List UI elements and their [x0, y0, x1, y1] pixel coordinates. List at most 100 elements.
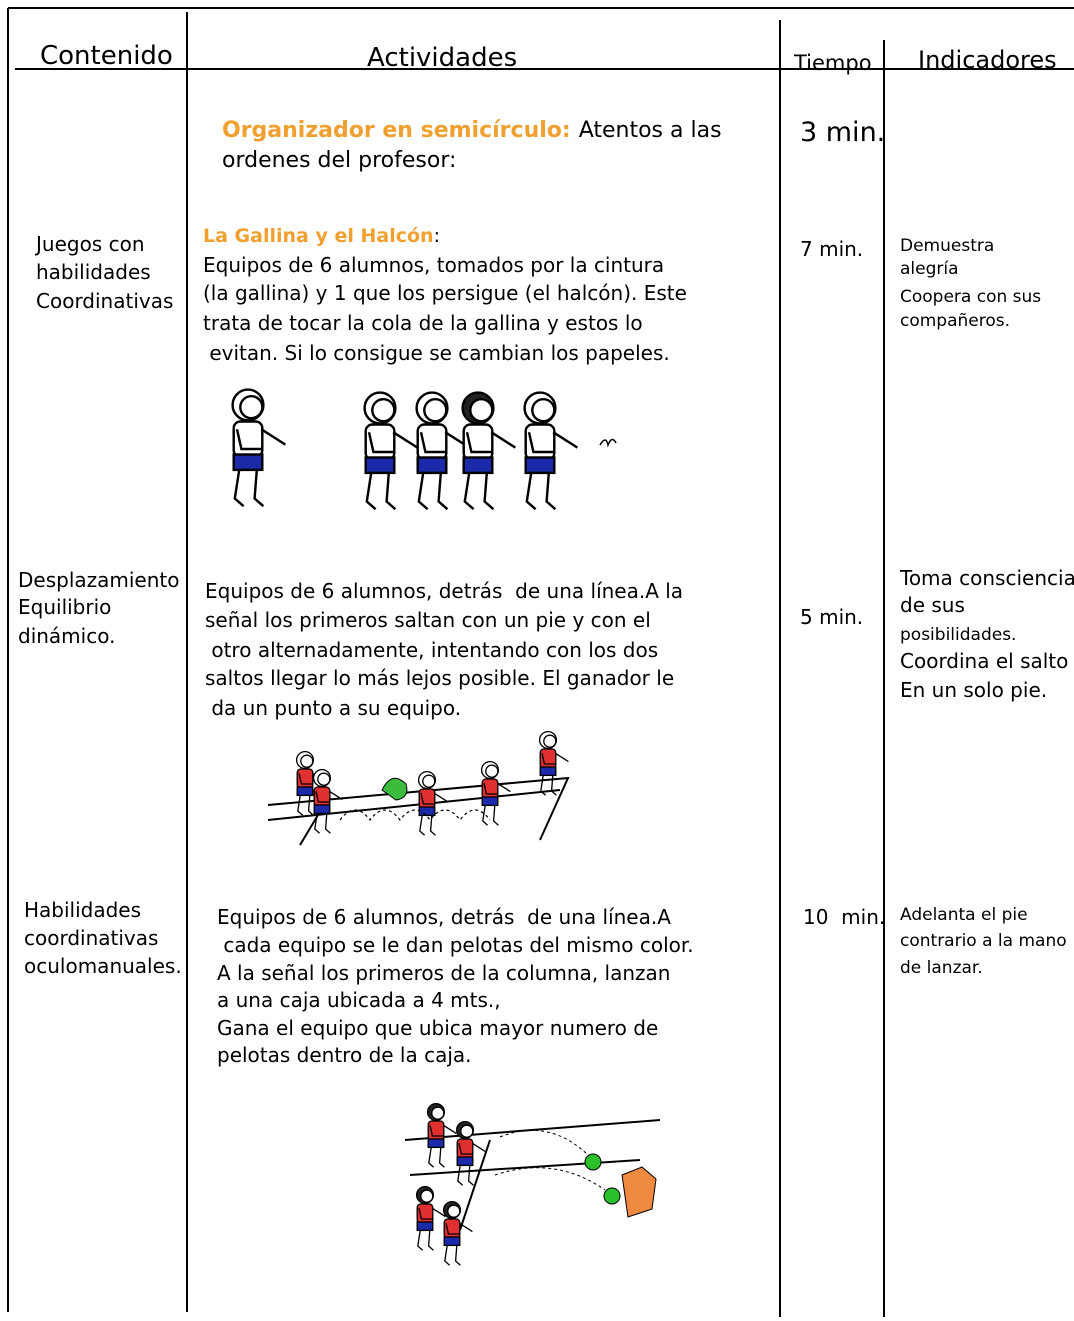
- legs: [428, 1147, 445, 1168]
- arms: [367, 431, 419, 454]
- activity-line: saltos llegar lo más lejos posible. El g…: [205, 666, 674, 690]
- legs: [365, 472, 397, 511]
- indicator-line: En un solo pie.: [900, 678, 1047, 702]
- jump-arcs: [339, 809, 491, 821]
- arms: [541, 752, 569, 765]
- indicator-line: Coordina el salto: [900, 649, 1068, 673]
- indicator-line: Coopera con sus: [900, 287, 1041, 307]
- figure: [295, 750, 326, 816]
- face: [239, 394, 264, 420]
- indicator-line: de lanzar.: [900, 958, 983, 978]
- figure: [442, 1200, 473, 1266]
- throw-arc: [494, 1129, 606, 1191]
- activity-line: (la gallina) y 1 que los persigue (el ha…: [203, 281, 687, 305]
- legs: [417, 472, 449, 511]
- ball: [584, 1153, 602, 1171]
- figure: [426, 1102, 457, 1168]
- activity-title: La Gallina y el Halcón:: [203, 225, 440, 247]
- face: [485, 764, 499, 778]
- line-drawing: [404, 1119, 661, 1231]
- indicator-line: Adelanta el pie: [900, 905, 1028, 925]
- activity-line: Equipos de 6 alumnos, detrás de una líne…: [205, 579, 683, 603]
- shorts: [481, 796, 499, 807]
- legs: [463, 472, 495, 511]
- intro-instruction: ordenes del profesor:: [222, 148, 456, 173]
- arms: [315, 790, 343, 803]
- face: [431, 1106, 445, 1120]
- activity-line: Gana el equipo que ubica mayor numero de: [217, 1016, 658, 1040]
- content-line: Coordinativas: [36, 289, 173, 313]
- arms: [465, 431, 517, 454]
- cap: [381, 777, 408, 801]
- arms: [420, 792, 448, 805]
- figure: [461, 391, 517, 511]
- figure: [312, 768, 343, 834]
- face: [317, 772, 331, 786]
- content-line: dinámico.: [18, 624, 115, 648]
- legs: [417, 1230, 434, 1251]
- activity-line: a una caja ubicada a 4 mts.,: [217, 988, 501, 1012]
- arms: [235, 428, 287, 451]
- legs: [444, 1245, 461, 1266]
- indicator-line: Toma consciencia: [899, 566, 1074, 590]
- content-line: Desplazamiento: [18, 568, 179, 592]
- content-line: Juegos con: [34, 232, 145, 256]
- indicator-line: posibilidades.: [900, 625, 1016, 645]
- ball: [603, 1187, 621, 1205]
- figure: [480, 760, 511, 826]
- indicator-line: Demuestra: [900, 236, 994, 256]
- shorts: [313, 804, 331, 815]
- activity-colon: :: [434, 225, 440, 247]
- figure: [415, 391, 471, 511]
- column-header: Tiempo: [793, 51, 872, 75]
- content-line: habilidades: [36, 260, 151, 284]
- shorts: [443, 1236, 461, 1247]
- arms: [458, 1142, 486, 1155]
- activity-line: evitan. Si lo consigue se cambian los pa…: [203, 341, 670, 365]
- face: [469, 397, 494, 423]
- shorts: [296, 786, 314, 797]
- figure: [363, 391, 419, 511]
- figure: [523, 391, 579, 511]
- activity-line: da un punto a su equipo.: [205, 696, 461, 720]
- legs: [419, 815, 436, 836]
- time: 5 min.: [800, 605, 863, 629]
- activity-line: A la señal los primeros de la columna, l…: [217, 961, 670, 985]
- figure: [455, 1120, 486, 1186]
- column-header: Indicadores: [918, 46, 1057, 74]
- indicator-line: contrario a la mano: [900, 931, 1067, 951]
- figure: [538, 730, 569, 796]
- shorts: [427, 1138, 445, 1149]
- time: 3 min.: [800, 117, 885, 148]
- time: 7 min.: [800, 237, 863, 261]
- content-line: Equilibrio: [18, 595, 111, 619]
- shorts: [416, 456, 448, 475]
- face: [371, 397, 396, 423]
- arms: [429, 1124, 457, 1137]
- activity-name: La Gallina y el Halcón: [203, 225, 434, 247]
- shorts: [364, 456, 396, 475]
- intro-text: Organizador en semicírculo: Atentos a las: [222, 118, 722, 143]
- activity-line: trata de tocar la cola de la gallina y e…: [203, 311, 643, 335]
- shorts: [524, 456, 556, 475]
- column-header: Contenido: [40, 41, 173, 71]
- figure: [231, 388, 287, 508]
- arms: [445, 1222, 473, 1235]
- legs: [233, 469, 265, 508]
- content-line: oculomanuales.: [24, 954, 182, 978]
- activity-line: señal los primeros saltan con un pie y c…: [205, 608, 651, 632]
- activity-line: Equipos de 6 alumnos, detrás de una líne…: [217, 905, 671, 929]
- indicator-line: alegría: [900, 259, 959, 279]
- indicator-line: de sus: [900, 593, 965, 617]
- time: 10 min.: [803, 905, 885, 929]
- column-header: Actividades: [367, 43, 517, 73]
- face: [531, 397, 556, 423]
- shorts: [416, 1221, 434, 1232]
- shorts: [232, 453, 264, 472]
- legs: [525, 472, 557, 511]
- legs: [457, 1165, 474, 1186]
- shorts: [418, 806, 436, 817]
- figure: [417, 770, 448, 836]
- legs: [314, 813, 331, 834]
